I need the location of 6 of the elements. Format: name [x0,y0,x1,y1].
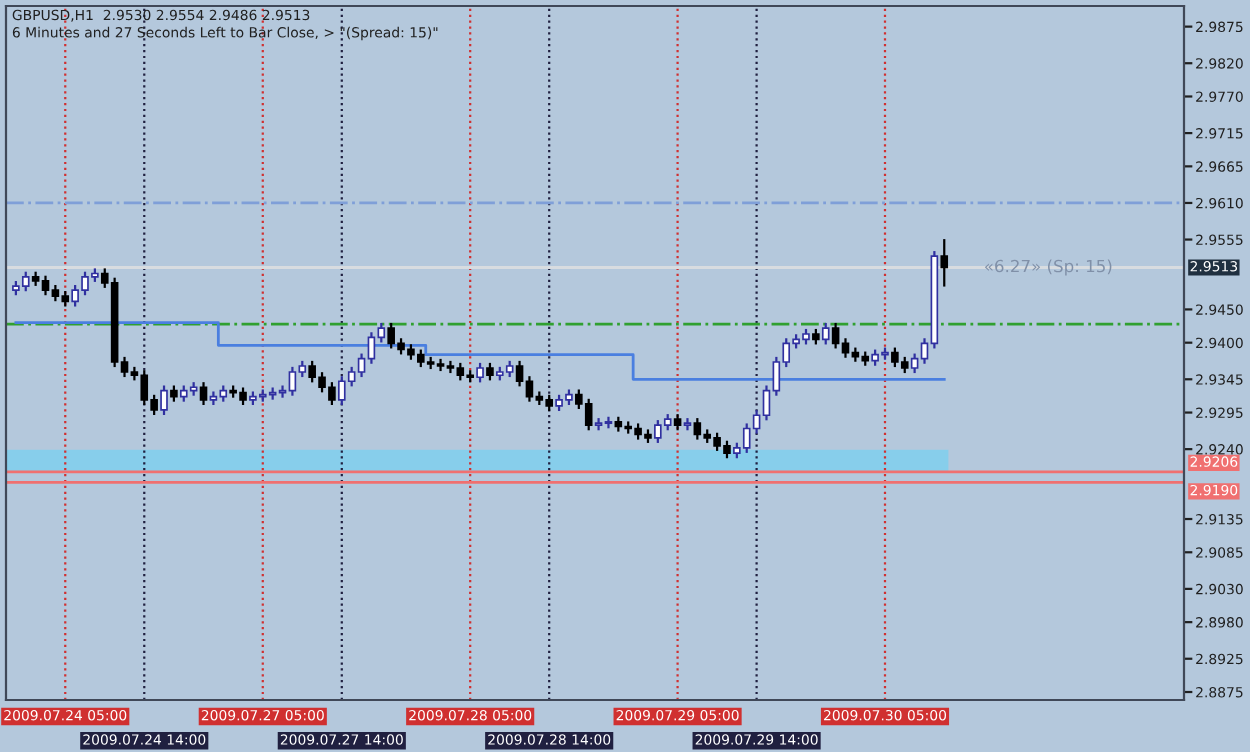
candlestick [821,322,830,345]
candlestick [199,382,208,406]
annotation: «6.27» (Sp: 15) [985,259,1112,276]
candlestick [940,239,949,287]
candlestick [683,418,692,431]
candlestick [160,385,168,415]
